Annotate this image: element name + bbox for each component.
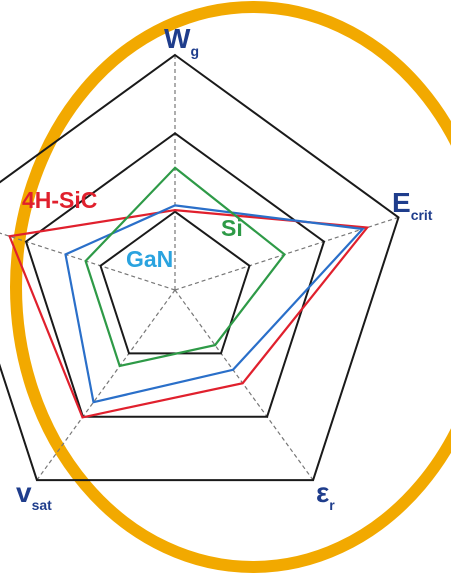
decorative-orange-ring: [10, 1, 451, 573]
grid-ring-2: [24, 132, 326, 418]
axis-label-2: Ecrit: [392, 187, 433, 223]
grid-ring-3: [0, 53, 400, 482]
axis-label-1: Wg: [164, 23, 199, 59]
label-layer: Wg Ecrit εr vsat: [16, 23, 433, 513]
series-line-gan: [64, 204, 365, 404]
series-line-si: [84, 166, 287, 368]
series-layer: [8, 166, 370, 419]
axis-spoke-4: [36, 289, 176, 481]
series-line-4h-sic: [8, 208, 370, 419]
axis-label-4: vsat: [16, 477, 52, 513]
series-label-gan: GaN: [126, 246, 173, 272]
series-label-4h-sic: 4H-SiC: [22, 187, 97, 213]
axis-spoke-3: [174, 289, 314, 481]
series-label-si: Si: [221, 215, 243, 241]
axis-label-3: εr: [316, 477, 335, 513]
